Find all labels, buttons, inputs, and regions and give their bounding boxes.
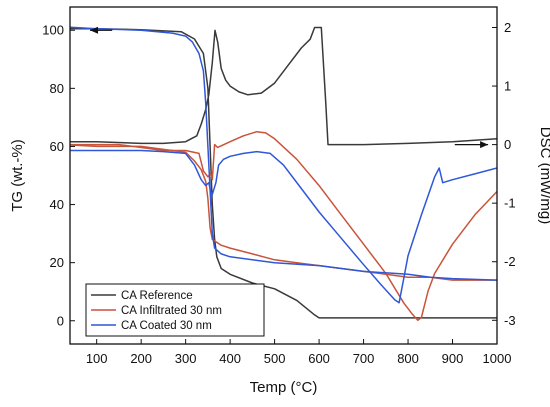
- y-right-tick-label--1: -1: [504, 196, 516, 211]
- y-right-tick-label--2: -2: [504, 254, 516, 269]
- y-left-tick-label-80: 80: [50, 81, 64, 96]
- x-tick-label-300: 300: [175, 351, 197, 366]
- y-axis-left-title: TG (wt.-%): [9, 139, 26, 212]
- series-layer: [70, 26, 497, 322]
- y-left-tick-label-40: 40: [50, 197, 64, 212]
- legend-label-ca-coated-30-nm: CA Coated 30 nm: [121, 320, 212, 332]
- y-left-tick-label-20: 20: [50, 255, 64, 270]
- y-right-tick-label-2: 2: [504, 20, 511, 35]
- x-tick-label-200: 200: [130, 351, 152, 366]
- series-dsc-ca-coated-30-nm: [70, 149, 497, 304]
- series-tg-ca-coated-30-nm: [70, 26, 497, 281]
- x-tick-label-900: 900: [442, 351, 464, 366]
- dsc-axis-arrow: [454, 141, 489, 149]
- y-right-tick-label-1: 1: [504, 79, 511, 94]
- series-dsc-ca-infiltrated-30-nm: [70, 130, 497, 322]
- y-left-tick-label-0: 0: [57, 313, 64, 328]
- x-tick-label-500: 500: [264, 351, 286, 366]
- series-tg-ca-infiltrated-30-nm: [70, 144, 497, 281]
- y-axis-right-title: DSC (mW/mg): [537, 127, 550, 225]
- series-dsc-ca-reference: [70, 26, 497, 146]
- tg-axis-arrow: [90, 26, 113, 34]
- legend-label-ca-infiltrated-30-nm: CA Infiltrated 30 nm: [121, 305, 222, 317]
- x-axis-title: Temp (°C): [250, 379, 318, 396]
- arrows-layer: [90, 26, 489, 149]
- x-tick-label-400: 400: [219, 351, 241, 366]
- x-tick-label-700: 700: [353, 351, 375, 366]
- legend: CA Reference CA Infiltrated 30 nm CA Coate…: [85, 283, 265, 337]
- x-tick-label-800: 800: [397, 351, 419, 366]
- legend-label-ca-reference: CA Reference: [121, 290, 193, 302]
- y-right-tick-label--3: -3: [504, 313, 516, 328]
- ticks-layer: 100 200 300 400 500 600 700 800 900 1000020406080…: [42, 20, 515, 366]
- x-tick-label-100: 100: [86, 351, 108, 366]
- y-right-tick-label-0: 0: [504, 137, 511, 152]
- y-left-tick-label-100: 100: [42, 23, 64, 38]
- plot-frame: [69, 6, 498, 345]
- y-left-tick-label-60: 60: [50, 139, 64, 154]
- series-tg-ca-reference: [70, 28, 497, 319]
- x-tick-label-1000: 1000: [483, 351, 512, 366]
- x-tick-label-600: 600: [308, 351, 330, 366]
